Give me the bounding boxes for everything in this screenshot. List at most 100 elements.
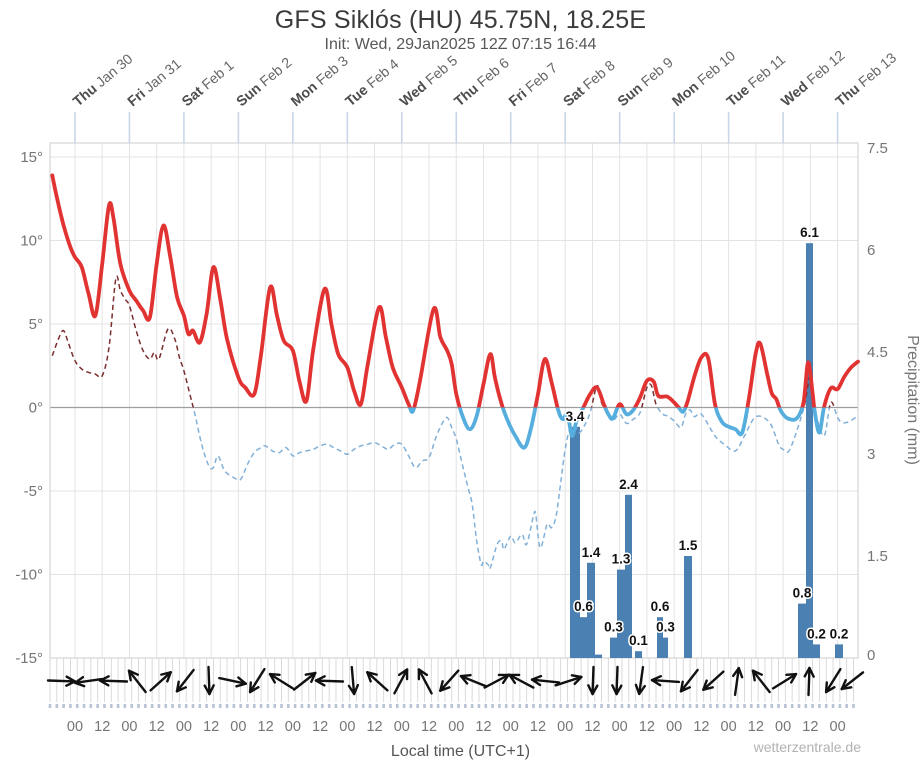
hour-tick-label: 12 <box>693 719 709 735</box>
hour-tick-label: 12 <box>312 719 328 735</box>
precip-value-label: 1.3 <box>612 552 631 567</box>
hour-tick-label: 00 <box>285 719 301 735</box>
hour-tick-label: 12 <box>366 719 382 735</box>
day-label: Thu Feb 6 <box>452 55 513 110</box>
precip-bar <box>580 617 587 658</box>
precip-bar <box>570 426 580 658</box>
precip-value-label: 0.1 <box>629 633 648 648</box>
hour-tick-label: 00 <box>830 719 846 735</box>
wind-arrow <box>366 671 389 692</box>
wind-arrow <box>314 675 345 687</box>
wind-arrow <box>840 671 865 691</box>
day-label: Sat Feb 1 <box>179 58 237 110</box>
wind-arrow <box>679 668 699 693</box>
wind-arrow <box>731 666 744 697</box>
hour-tick-label: 00 <box>121 719 137 735</box>
wind-arrow <box>46 675 77 687</box>
hour-tick-label: 00 <box>503 719 519 735</box>
chart-title: GFS Siklós (HU) 45.75N, 18.25E <box>274 6 647 34</box>
precip-value-label: 0.8 <box>793 586 812 601</box>
wind-arrow <box>634 665 647 696</box>
precip-bar <box>617 569 625 658</box>
wind-arrow <box>702 670 725 691</box>
hour-tick-label: 12 <box>475 719 491 735</box>
precip-value-label: 6.1 <box>800 225 819 240</box>
wind-arrow <box>803 666 815 697</box>
wind-arrow <box>483 673 510 689</box>
wind-arrow <box>824 667 842 694</box>
hour-tick-label: 00 <box>557 719 573 735</box>
precip-value-label: 0.3 <box>604 620 623 635</box>
precip-bar <box>663 637 668 658</box>
precip-value-label: 0.6 <box>574 599 593 614</box>
temperature-line-below <box>407 407 826 450</box>
precip-bar <box>610 637 617 658</box>
hour-tick-label: 12 <box>203 719 219 735</box>
wind-arrow <box>347 665 360 696</box>
wind-arrow <box>218 676 247 688</box>
precip-value-label: 3.4 <box>566 409 585 424</box>
day-label: Sun Feb 9 <box>615 55 677 110</box>
precip-bar <box>625 494 632 658</box>
hour-tick-label: 00 <box>448 719 464 735</box>
precip-value-label: 0.6 <box>651 599 670 614</box>
temperature-line-above <box>50 173 860 408</box>
day-label: Wed Feb 5 <box>397 53 461 110</box>
day-label: Sat Feb 8 <box>561 58 619 110</box>
hour-tick-label: 12 <box>639 719 655 735</box>
hour-tick-label: 00 <box>666 719 682 735</box>
wind-arrow <box>554 674 583 687</box>
precip-value-label: 1.4 <box>582 545 601 560</box>
day-label: Tue Feb 4 <box>343 56 403 110</box>
hour-tick-label: 00 <box>394 719 410 735</box>
hour-tick-label: 12 <box>530 719 546 735</box>
day-label: Fri Feb 7 <box>506 60 561 110</box>
wind-arrow <box>530 674 561 687</box>
dewpoint-line-above <box>51 275 836 408</box>
wind-arrow <box>459 673 488 688</box>
chart-subtitle: Init: Wed, 29Jan2025 12Z 07:15 16:44 <box>324 36 597 53</box>
wind-arrow <box>73 675 104 688</box>
temp-tick-label: 0° <box>29 400 43 417</box>
wind-arrow <box>292 671 317 691</box>
temp-tick-label: 10° <box>20 233 43 250</box>
precip-bars <box>570 243 843 658</box>
wind-arrow <box>175 668 195 693</box>
precip-axis-caption: Precipitation (mm) <box>904 335 921 465</box>
hour-tick-label: 12 <box>258 719 274 735</box>
precip-tick-label: 6 <box>867 242 875 259</box>
precip-bar <box>657 617 663 658</box>
precip-bar <box>635 651 642 658</box>
precip-value-label: 0.3 <box>656 620 675 635</box>
precip-bar <box>813 644 820 658</box>
temp-tick-label: -15° <box>15 650 43 667</box>
wind-arrow <box>417 668 433 695</box>
hour-tick-label: 00 <box>230 719 246 735</box>
x-axis-caption: Local time (UTC+1) <box>390 743 531 760</box>
precip-bar <box>684 556 692 658</box>
precip-tick-label: 3 <box>867 446 875 463</box>
precip-tick-label: 7.5 <box>867 140 888 157</box>
hour-tick-label: 00 <box>721 719 737 735</box>
precip-bar <box>595 654 602 658</box>
hour-tick-label: 00 <box>176 719 192 735</box>
precip-bar <box>798 603 806 658</box>
precip-bar <box>587 562 595 658</box>
wind-arrow <box>393 668 409 695</box>
wind-arrow <box>650 674 681 687</box>
wind-arrow <box>127 669 147 694</box>
grid <box>49 142 859 659</box>
wind-arrow <box>149 671 172 692</box>
curves <box>50 173 860 570</box>
hour-tick-label: 00 <box>775 719 791 735</box>
precip-value-label: 0.2 <box>807 626 826 641</box>
day-ticks <box>74 112 839 143</box>
temp-tick-label: -10° <box>15 567 43 584</box>
hour-tick-label: 12 <box>94 719 110 735</box>
precip-value-label: 2.4 <box>619 477 638 492</box>
wind-arrow <box>771 672 798 690</box>
wind-arrow <box>587 665 599 696</box>
